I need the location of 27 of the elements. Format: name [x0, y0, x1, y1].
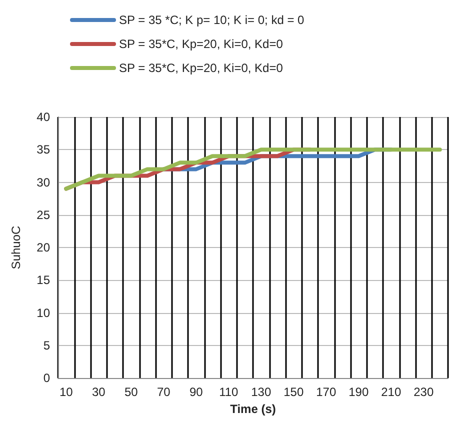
y-tick-label: 10	[36, 306, 50, 320]
x-tick-label: 210	[381, 385, 402, 399]
y-tick-label: 20	[36, 240, 50, 254]
legend-label: SP = 35*C, Kp=20, Ki=0, Kd=0	[119, 61, 283, 75]
x-tick-label: 170	[316, 385, 336, 399]
y-tick-label: 15	[36, 273, 50, 288]
legend-label: SP = 35*C, Kp=20, Ki=0, Kd=0	[119, 37, 283, 51]
y-tick-label: 5	[43, 338, 50, 352]
x-tick-label: 90	[189, 385, 204, 399]
x-tick-label: 70	[156, 385, 171, 399]
x-tick-label: 10	[59, 385, 74, 399]
y-axis-title: SuhuoC	[9, 225, 23, 270]
legend-label: SP = 35 *C; K p= 10; K i= 0; kd = 0	[119, 13, 304, 27]
x-tick-label: 50	[124, 385, 138, 399]
line-series	[64, 148, 442, 191]
y-tick-label: 25	[36, 208, 50, 222]
x-axis-title: Time (s)	[230, 402, 276, 416]
x-tick-label: 150	[284, 385, 304, 399]
x-tick-label: 110	[219, 385, 239, 399]
x-tick-label: 130	[251, 385, 272, 399]
x-tick-label: 230	[414, 385, 434, 399]
y-tick-label: 40	[36, 110, 50, 124]
x-tick-label: 30	[92, 385, 106, 399]
y-tick-label: 30	[36, 175, 50, 190]
y-tick-label: 0	[43, 371, 50, 385]
x-tick-label: 190	[348, 385, 369, 399]
y-tick-label: 35	[36, 142, 50, 157]
